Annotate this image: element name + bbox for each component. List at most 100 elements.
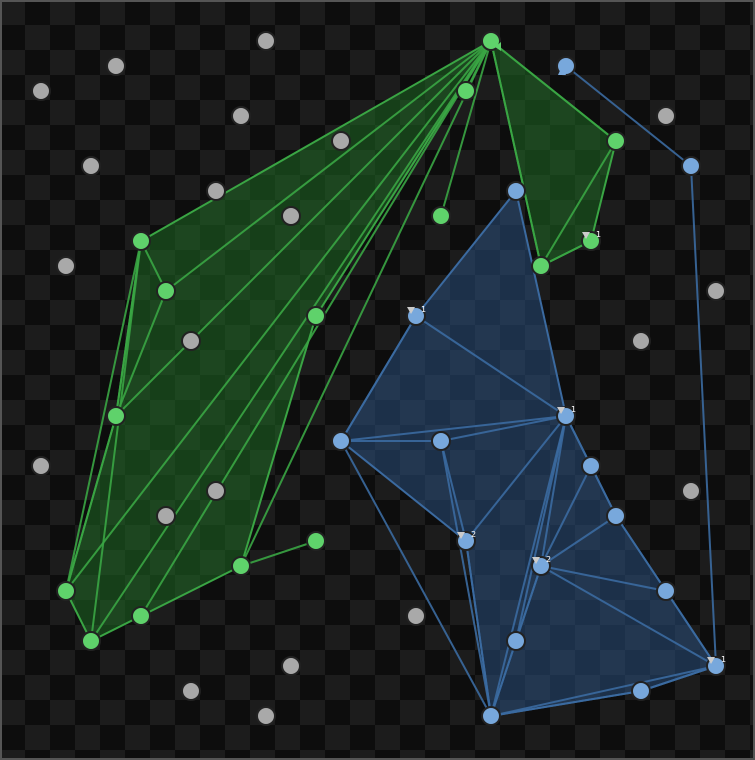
neutral-node[interactable] — [281, 656, 301, 676]
green-node[interactable] — [56, 581, 76, 601]
neutral-node[interactable] — [31, 81, 51, 101]
blue-link — [340, 415, 567, 442]
green-node[interactable] — [131, 231, 151, 251]
green-node[interactable] — [606, 131, 626, 151]
blue-link — [490, 415, 567, 717]
blue-link — [640, 665, 717, 692]
neutral-node[interactable] — [181, 681, 201, 701]
neutral-node[interactable] — [181, 331, 201, 351]
unit-count-label: 2 — [546, 555, 551, 564]
unit-count-label: 1 — [721, 655, 726, 664]
green-link — [90, 240, 142, 642]
blue-node[interactable] — [581, 456, 601, 476]
unit-marker-icon — [407, 307, 415, 314]
blue-node[interactable] — [606, 506, 626, 526]
blue-link — [615, 515, 667, 592]
blue-link — [665, 590, 717, 667]
unit-marker-icon — [557, 407, 565, 414]
blue-link — [340, 440, 492, 717]
blue-link — [540, 515, 617, 567]
green-node[interactable] — [231, 556, 251, 576]
blue-link — [565, 65, 692, 167]
blue-link — [540, 565, 667, 592]
green-node[interactable] — [131, 606, 151, 626]
blue-node[interactable] — [331, 431, 351, 451]
blue-link — [490, 640, 517, 717]
blue-link — [440, 440, 492, 717]
neutral-node[interactable] — [256, 706, 276, 726]
green-node[interactable] — [106, 406, 126, 426]
blue-node[interactable] — [481, 706, 501, 726]
green-link — [65, 240, 142, 592]
neutral-node[interactable] — [231, 106, 251, 126]
neutral-node[interactable] — [56, 256, 76, 276]
green-link — [65, 40, 492, 592]
green-node[interactable] — [81, 631, 101, 651]
green-link — [140, 40, 492, 617]
green-node[interactable] — [531, 256, 551, 276]
unit-marker-icon — [582, 232, 590, 239]
unit-count-label: 1 — [571, 405, 576, 414]
unit-marker-icon — [707, 657, 715, 664]
blue-link — [690, 165, 717, 667]
blue-link — [540, 415, 567, 567]
neutral-node[interactable] — [81, 156, 101, 176]
blue-link — [465, 415, 567, 542]
unit-count-label: 2 — [471, 530, 476, 539]
green-link — [440, 40, 492, 217]
blue-link — [465, 540, 492, 717]
neutral-node[interactable] — [331, 131, 351, 151]
neutral-node[interactable] — [631, 331, 651, 351]
blue-link — [490, 690, 642, 717]
blue-node[interactable] — [506, 181, 526, 201]
blue-link — [340, 315, 417, 442]
neutral-node[interactable] — [156, 506, 176, 526]
blue-node[interactable] — [431, 431, 451, 451]
neutral-node[interactable] — [256, 31, 276, 51]
green-link — [490, 40, 542, 267]
neutral-node[interactable] — [206, 481, 226, 501]
blue-link — [440, 415, 567, 442]
green-link — [540, 140, 617, 267]
neutral-node[interactable] — [106, 56, 126, 76]
neutral-node[interactable] — [206, 181, 226, 201]
neutral-node[interactable] — [31, 456, 51, 476]
green-link — [65, 415, 117, 592]
unit-count-label: 1 — [421, 305, 426, 314]
blue-link — [515, 415, 567, 642]
blue-link — [540, 565, 717, 667]
neutral-node[interactable] — [281, 206, 301, 226]
green-link — [115, 290, 167, 417]
green-hub-arrow-icon — [495, 42, 501, 51]
unit-count-label: 1 — [596, 230, 601, 239]
unit-marker-icon — [457, 532, 465, 539]
green-node[interactable] — [481, 31, 501, 51]
blue-arrow-icon — [558, 66, 566, 75]
blue-node[interactable] — [631, 681, 651, 701]
neutral-node[interactable] — [656, 106, 676, 126]
neutral-node[interactable] — [681, 481, 701, 501]
green-link — [165, 40, 492, 292]
green-node[interactable] — [156, 281, 176, 301]
green-link — [90, 40, 492, 642]
neutral-node[interactable] — [406, 606, 426, 626]
green-node[interactable] — [306, 531, 326, 551]
green-link — [240, 540, 317, 567]
neutral-node[interactable] — [706, 281, 726, 301]
blue-link — [440, 440, 467, 542]
blue-node[interactable] — [656, 581, 676, 601]
green-link — [115, 40, 492, 417]
green-link — [240, 40, 492, 567]
green-link — [490, 40, 617, 142]
green-node[interactable] — [456, 81, 476, 101]
blue-link — [540, 465, 592, 567]
unit-marker-icon — [532, 557, 540, 564]
green-node[interactable] — [431, 206, 451, 226]
blue-node[interactable] — [681, 156, 701, 176]
blue-node[interactable] — [506, 631, 526, 651]
blue-link — [490, 665, 717, 717]
green-node[interactable] — [306, 306, 326, 326]
blue-link — [415, 315, 567, 417]
